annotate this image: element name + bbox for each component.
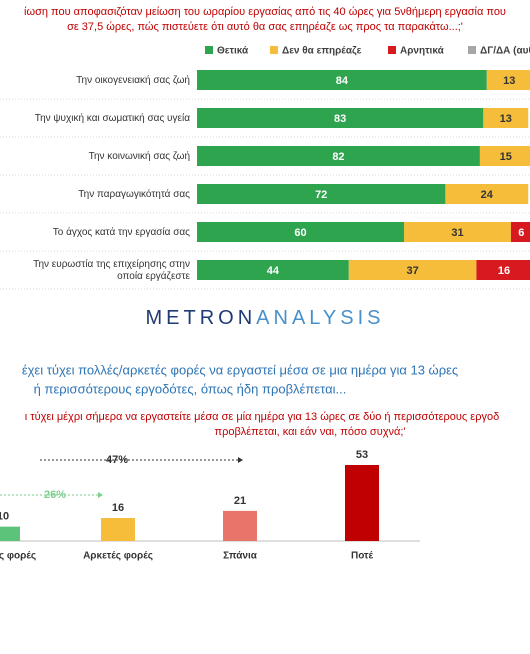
value-label: 84 xyxy=(336,75,349,87)
title-line: ίωση που αποφασιζόταν μείωση του ωραρίου… xyxy=(24,6,506,18)
bar-segment xyxy=(197,222,404,242)
legend-swatch xyxy=(205,46,213,54)
value-label: 82 xyxy=(332,151,344,163)
logo: METRONANALYSIS xyxy=(145,307,384,329)
subtitle-line: ή περισσότερους εργοδότες, όπως ήδη προβ… xyxy=(34,381,347,396)
annotation: 47% xyxy=(106,454,128,466)
category-label: Πολλές φορές xyxy=(0,551,36,562)
bar-segment xyxy=(479,146,530,166)
legend-swatch xyxy=(388,46,396,54)
legend-label: Θετικά xyxy=(217,46,249,57)
category-label: Αρκετές φορές xyxy=(83,551,153,562)
category-label: Την ευρωστία της επιχείρησης στην οποία ε… xyxy=(33,258,190,282)
category-label: Την οικογενειακή σας ζωή xyxy=(76,74,190,86)
bar-segment xyxy=(476,260,530,280)
category-label: Την ψυχική και σωματική σας υγεία xyxy=(35,112,191,124)
subtitle-line: έχει τύχει πολλές/αρκετές φορές να εργασ… xyxy=(22,362,458,377)
legend-swatch xyxy=(468,46,476,54)
bar xyxy=(345,465,379,541)
value-label: 13 xyxy=(503,75,515,87)
value-label: 31 xyxy=(451,227,463,239)
value-label: 37 xyxy=(407,265,419,277)
bar-segment xyxy=(486,70,530,90)
arrowhead xyxy=(98,492,103,498)
value-label: 10 xyxy=(0,511,9,523)
value-label: 21 xyxy=(234,495,246,507)
bar xyxy=(223,510,257,541)
category-label: Την παραγωγικότητά σας xyxy=(78,188,190,200)
value-label: 44 xyxy=(267,265,280,277)
logo-part: ANALYSIS xyxy=(256,307,384,329)
arrowhead xyxy=(238,457,243,463)
bar-segment xyxy=(483,108,529,128)
value-label: 6 xyxy=(518,227,524,239)
bar-segment xyxy=(197,146,480,166)
category-label-line: Το άγχος κατά την εργασία σας xyxy=(53,226,190,238)
bar-segment xyxy=(348,260,477,280)
category-label: Σπάνια xyxy=(223,551,258,562)
category-label-line: Την οικογενειακή σας ζωή xyxy=(76,74,190,86)
value-label: 83 xyxy=(334,113,346,125)
bar-segment xyxy=(404,222,511,242)
annotation: 26% xyxy=(44,489,66,501)
legend-label: Δεν θα επηρέαζε xyxy=(282,46,362,57)
category-label-line: οποία εργάζεστε xyxy=(117,270,190,282)
category-label: Το άγχος κατά την εργασία σας xyxy=(53,226,190,238)
bar-segment xyxy=(197,260,349,280)
legend-swatch xyxy=(270,46,278,54)
value-label: 60 xyxy=(294,227,306,239)
value-label: 16 xyxy=(112,502,124,514)
bar-segment xyxy=(197,108,484,128)
title-line: σε 37,5 ώρες, πώς πιστεύετε ότι αυτό θα … xyxy=(67,21,463,33)
bar-segment xyxy=(197,184,446,204)
bar xyxy=(0,526,20,541)
category-label-line: Την παραγωγικότητά σας xyxy=(78,188,190,200)
value-label: 72 xyxy=(315,189,327,201)
title-line: προβλέπεται, και εάν ναι, πόσο συχνά;' xyxy=(214,426,405,438)
bar-segment xyxy=(445,184,529,204)
legend-label: ΔΓ/ΔΑ (αυθ xyxy=(480,46,530,57)
category-label-line: Την ψυχική και σωματική σας υγεία xyxy=(35,112,191,124)
value-label: 15 xyxy=(500,151,512,163)
legend-label: Αρνητικά xyxy=(400,46,445,57)
value-label: 16 xyxy=(498,265,510,277)
title-line: ι τύχει μέχρι σήμερα να εργαστείτε μέσα … xyxy=(25,411,499,423)
value-label: 24 xyxy=(481,189,494,201)
bar-segment xyxy=(510,222,530,242)
category-label: Την κοινωνική σας ζωή xyxy=(89,150,190,162)
category-label: Ποτέ xyxy=(351,551,374,562)
logo-part: METRON xyxy=(145,307,256,329)
bar xyxy=(101,518,135,541)
value-label: 13 xyxy=(500,113,512,125)
category-label-line: Την ευρωστία της επιχείρησης στην xyxy=(33,258,190,270)
value-label: 53 xyxy=(356,449,368,461)
bar-segment xyxy=(197,70,487,90)
category-label-line: Την κοινωνική σας ζωή xyxy=(89,150,190,162)
